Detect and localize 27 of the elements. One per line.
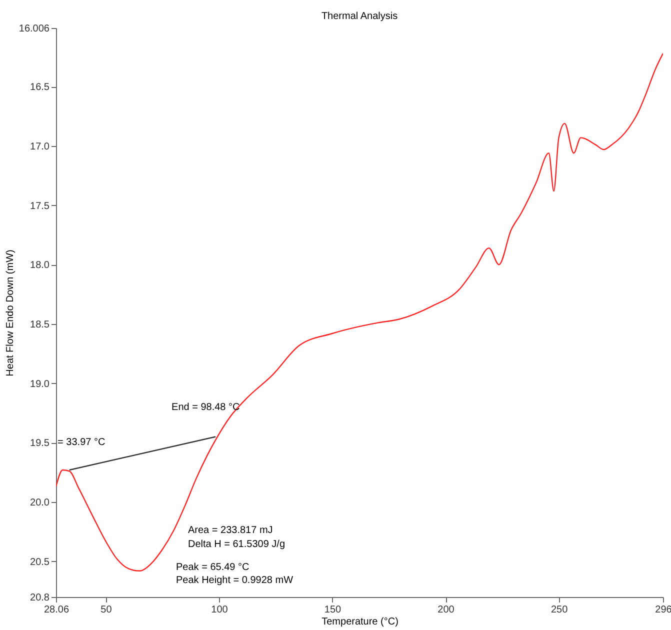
annotation: Delta H = 61.5309 J/g bbox=[188, 539, 286, 550]
y-tick-label: 16.006 bbox=[18, 24, 50, 34]
annotation: = 33.97 °C bbox=[58, 437, 106, 448]
y-tick-label: 20.8 bbox=[30, 592, 50, 604]
annotation: Peak = 65.49 °C bbox=[176, 562, 250, 573]
x-tick-label: 250 bbox=[550, 604, 568, 616]
x-tick-label: 100 bbox=[211, 604, 228, 616]
x-axis-title: Temperature (°C) bbox=[322, 616, 398, 628]
y-tick-label: 17.0 bbox=[30, 141, 50, 152]
y-tick-label: 19.5 bbox=[30, 438, 50, 450]
y-tick-label: 18.0 bbox=[30, 260, 50, 272]
y-tick-label: 19.0 bbox=[30, 378, 50, 390]
chart-title: Thermal Analysis bbox=[321, 11, 398, 22]
annotation: Peak Height = 0.9928 mW bbox=[176, 575, 294, 586]
y-tick-label: 20.0 bbox=[30, 498, 50, 509]
y-tick-label: 20.5 bbox=[30, 556, 50, 568]
y-tick-label: 17.5 bbox=[30, 200, 50, 212]
line-series bbox=[56, 52, 663, 572]
annotation: Area = 233.817 mJ bbox=[188, 525, 273, 536]
x-tick-label: 50 bbox=[100, 604, 112, 616]
x-tick-label: 200 bbox=[438, 604, 455, 616]
y-tick-label: 18.5 bbox=[30, 320, 50, 331]
x-tick-label: 28.06 bbox=[44, 604, 70, 616]
y-axis-title: Heat Flow Endo Down (mW) bbox=[4, 250, 16, 376]
x-tick-label: 296 bbox=[655, 604, 671, 616]
y-tick-label: 16.5 bbox=[30, 82, 50, 94]
x-tick-label: 150 bbox=[324, 604, 342, 616]
